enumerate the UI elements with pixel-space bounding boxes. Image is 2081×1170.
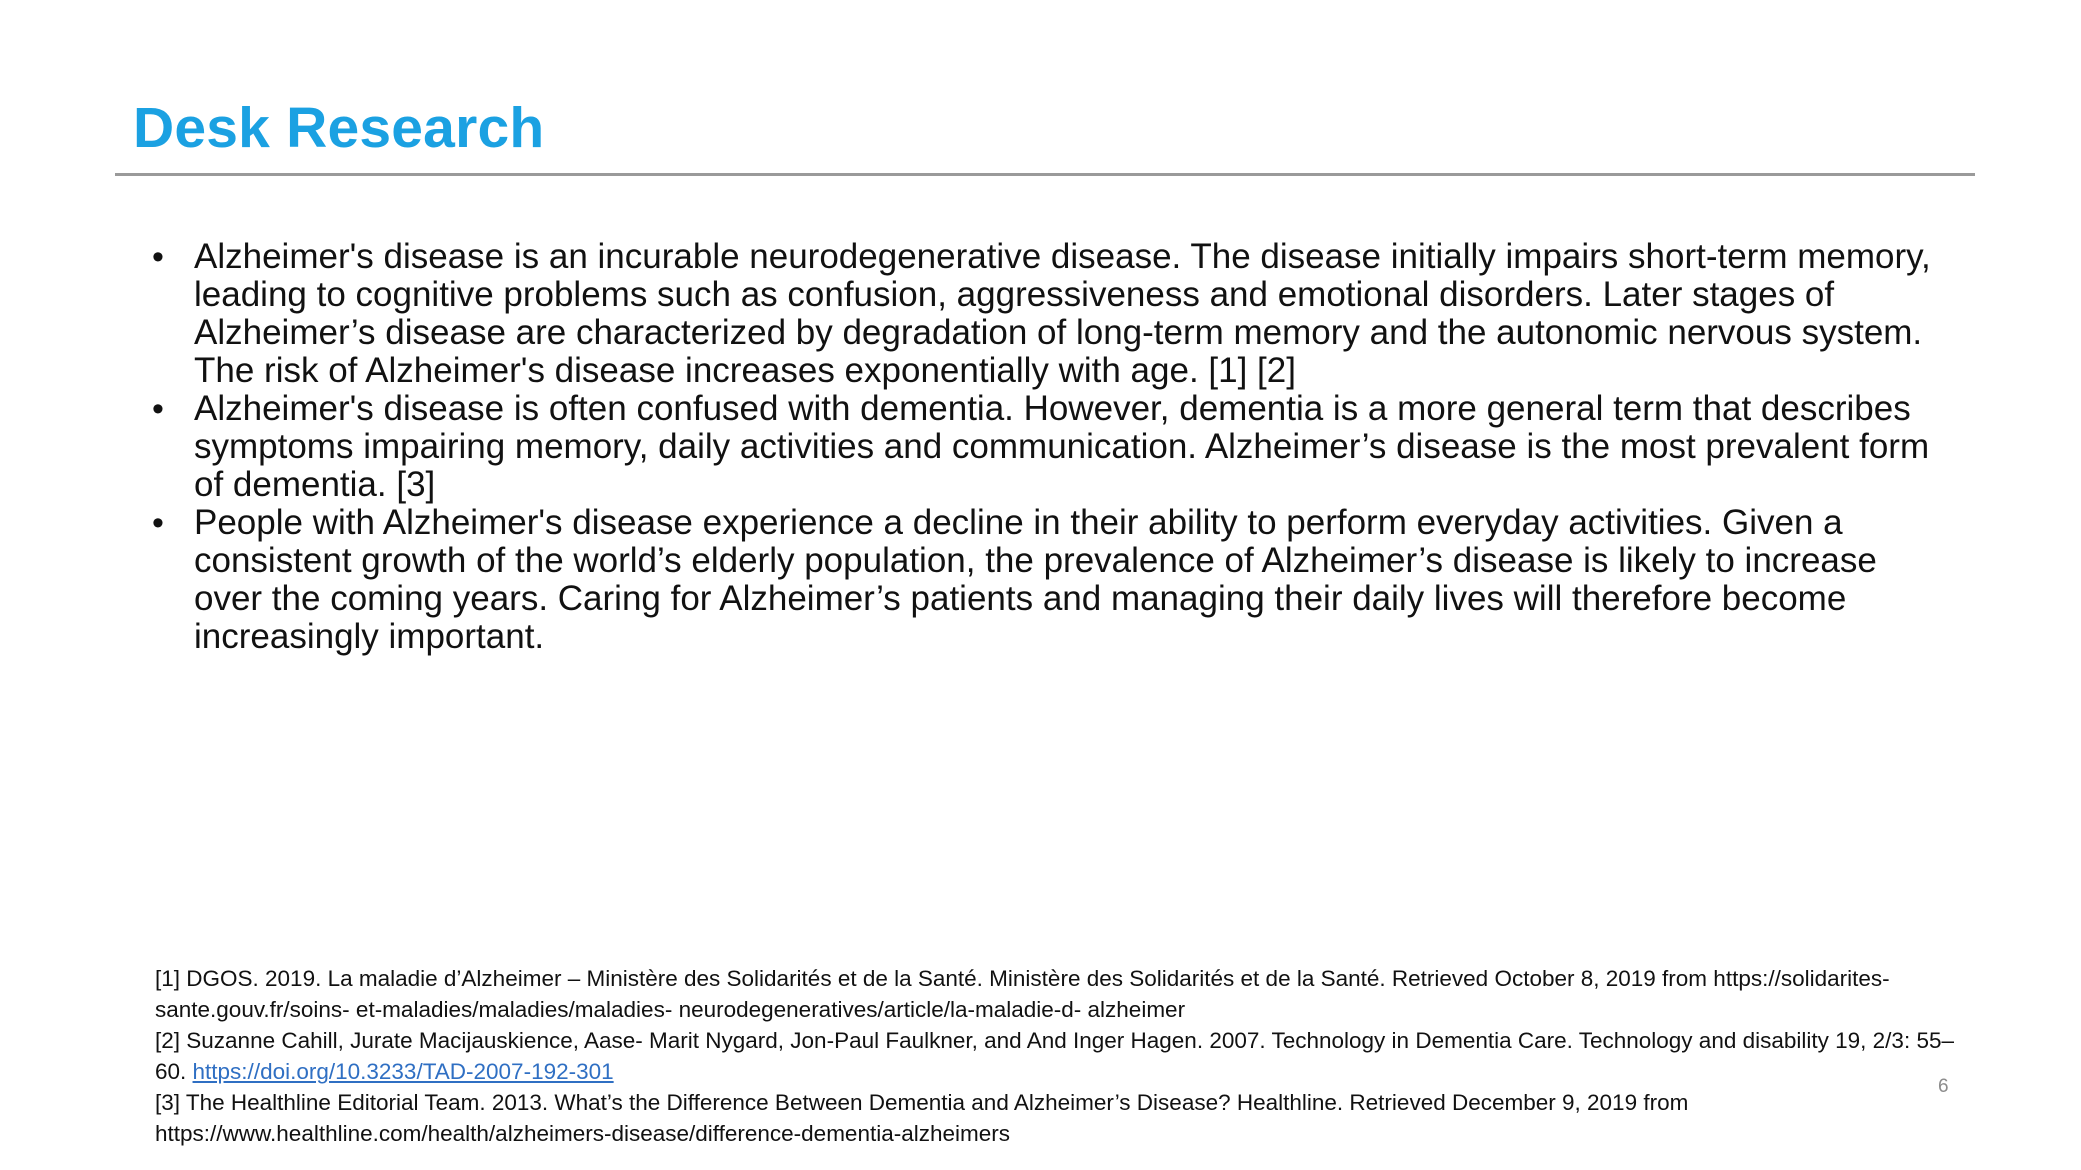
bullet-marker: • <box>152 504 164 542</box>
references: [1] DGOS. 2019. La maladie d’Alzheimer –… <box>155 963 1975 1149</box>
bullet-item: • Alzheimer's disease is often confused … <box>148 390 1948 504</box>
title-divider <box>115 173 1975 176</box>
bullet-text: Alzheimer's disease is an incurable neur… <box>194 237 1931 390</box>
page-number: 6 <box>1938 1076 1949 1097</box>
reference-text: [3] The Healthline Editorial Team. 2013.… <box>155 1090 1689 1146</box>
reference-text: [2] Suzanne Cahill, Jurate Macijauskienc… <box>155 1028 1954 1084</box>
bullet-text: People with Alzheimer's disease experien… <box>194 503 1877 656</box>
bullet-text: Alzheimer's disease is often confused wi… <box>194 389 1930 504</box>
bullet-item: • People with Alzheimer's disease experi… <box>148 504 1948 656</box>
reference-item: [3] The Healthline Editorial Team. 2013.… <box>155 1087 1975 1149</box>
reference-link[interactable]: https://doi.org/10.3233/TAD-2007-192-301 <box>192 1059 614 1084</box>
bullet-item: • Alzheimer's disease is an incurable ne… <box>148 238 1948 390</box>
reference-item: [2] Suzanne Cahill, Jurate Macijauskienc… <box>155 1025 1975 1087</box>
reference-text: [1] DGOS. 2019. La maladie d’Alzheimer –… <box>155 966 1890 1022</box>
slide-title: Desk Research <box>133 96 545 160</box>
bullet-marker: • <box>152 390 164 428</box>
bullet-list: • Alzheimer's disease is an incurable ne… <box>148 238 1948 656</box>
reference-item: [1] DGOS. 2019. La maladie d’Alzheimer –… <box>155 963 1975 1025</box>
bullet-marker: • <box>152 238 164 276</box>
